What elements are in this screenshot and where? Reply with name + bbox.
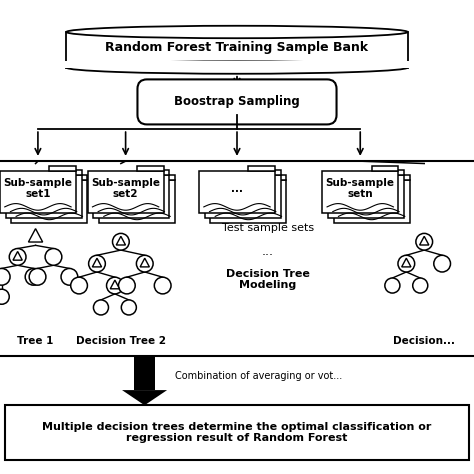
- Text: Multiple decision trees determine the optimal classification or
regression resul: Multiple decision trees determine the op…: [42, 422, 432, 443]
- Bar: [5, 405, 469, 460]
- Circle shape: [155, 277, 171, 294]
- Text: Combination of averaging or vot...: Combination of averaging or vot...: [175, 371, 343, 381]
- Circle shape: [434, 255, 450, 272]
- Text: Sub-sample
set2: Sub-sample set2: [91, 178, 160, 200]
- Bar: [66, 32, 408, 67]
- Bar: [199, 171, 275, 213]
- Bar: [0, 171, 76, 213]
- Circle shape: [89, 255, 105, 272]
- Circle shape: [45, 248, 62, 265]
- Circle shape: [398, 255, 415, 272]
- Bar: [99, 180, 175, 223]
- Text: Decision...: Decision...: [393, 336, 455, 346]
- Polygon shape: [419, 237, 429, 245]
- Text: ...: ...: [231, 183, 243, 193]
- Text: Random Forest Training Sample Bank: Random Forest Training Sample Bank: [105, 41, 369, 54]
- Bar: [93, 175, 169, 218]
- Circle shape: [107, 277, 123, 294]
- Circle shape: [71, 277, 87, 294]
- Bar: [328, 175, 404, 218]
- Circle shape: [413, 278, 428, 293]
- Text: Boostrap Sampling: Boostrap Sampling: [174, 95, 300, 109]
- Ellipse shape: [66, 26, 408, 38]
- Polygon shape: [13, 252, 22, 260]
- Circle shape: [118, 277, 135, 294]
- Text: Sub-sample
set1: Sub-sample set1: [3, 178, 73, 200]
- Circle shape: [29, 268, 46, 285]
- Circle shape: [93, 300, 109, 315]
- Ellipse shape: [66, 61, 408, 74]
- Circle shape: [61, 268, 78, 285]
- Text: Decision Tree 2: Decision Tree 2: [76, 336, 166, 346]
- Polygon shape: [140, 258, 149, 267]
- Text: Tree 1: Tree 1: [18, 336, 54, 346]
- Text: Decision Tree
Modeling: Decision Tree Modeling: [226, 269, 310, 291]
- Circle shape: [9, 248, 26, 265]
- Polygon shape: [116, 237, 126, 245]
- Bar: [11, 180, 87, 223]
- Bar: [254, 170, 281, 175]
- Bar: [248, 165, 275, 171]
- Circle shape: [121, 300, 137, 315]
- Text: ...: ...: [262, 245, 274, 258]
- Circle shape: [25, 268, 42, 285]
- Bar: [205, 175, 281, 218]
- Polygon shape: [110, 280, 119, 289]
- Bar: [383, 175, 410, 180]
- Bar: [322, 171, 398, 213]
- FancyBboxPatch shape: [137, 79, 337, 124]
- Bar: [143, 170, 169, 175]
- Bar: [6, 175, 82, 218]
- Bar: [88, 171, 164, 213]
- Circle shape: [137, 255, 153, 272]
- Bar: [210, 180, 286, 223]
- Bar: [49, 165, 76, 171]
- Polygon shape: [401, 258, 411, 267]
- Polygon shape: [92, 258, 101, 267]
- Bar: [377, 170, 404, 175]
- Circle shape: [112, 233, 129, 250]
- Bar: [372, 165, 398, 171]
- Circle shape: [385, 278, 400, 293]
- Bar: [334, 180, 410, 223]
- Circle shape: [0, 289, 9, 304]
- Bar: [260, 175, 286, 180]
- Polygon shape: [28, 228, 43, 242]
- Text: Test sample sets: Test sample sets: [222, 222, 314, 233]
- Bar: [137, 165, 164, 171]
- Text: Sub-sample
setn: Sub-sample setn: [326, 178, 395, 200]
- Bar: [148, 175, 175, 180]
- Circle shape: [416, 233, 433, 250]
- Bar: [61, 175, 87, 180]
- Bar: [134, 356, 155, 390]
- Bar: [62, 61, 412, 67]
- Polygon shape: [122, 390, 167, 405]
- Circle shape: [0, 268, 10, 285]
- Bar: [55, 170, 82, 175]
